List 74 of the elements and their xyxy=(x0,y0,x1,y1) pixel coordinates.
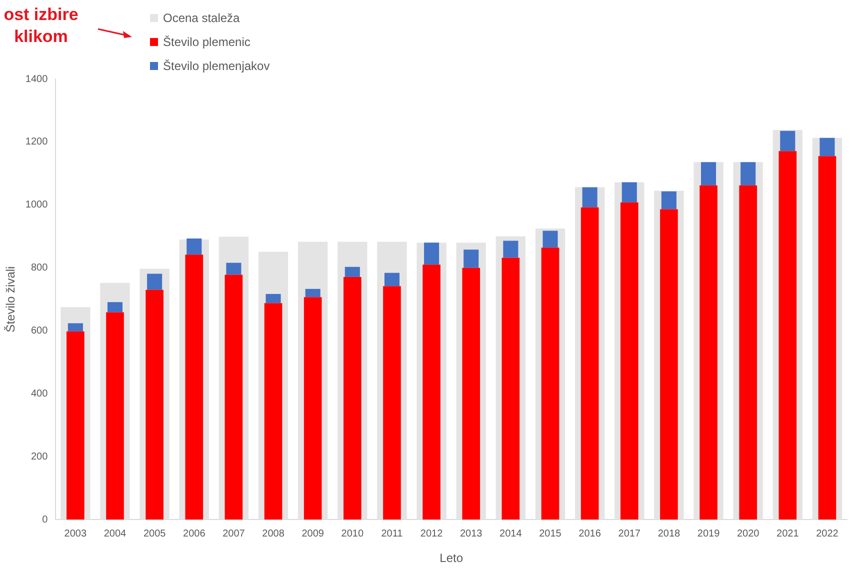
bar xyxy=(503,240,518,258)
x-tick-label: 2016 xyxy=(578,528,602,540)
x-tick-label: 2010 xyxy=(341,528,364,540)
bar xyxy=(304,297,322,520)
x-tick-label: 2018 xyxy=(658,528,681,540)
x-tick-label: 2022 xyxy=(816,528,839,540)
bar xyxy=(422,264,440,520)
legend-label: Ocena staleža xyxy=(163,10,240,27)
bar xyxy=(542,230,558,248)
bar xyxy=(740,162,756,186)
x-tick-label: 2011 xyxy=(381,528,404,540)
y-tick-label: 200 xyxy=(30,451,48,462)
bar xyxy=(464,250,479,268)
x-tick-label: 2017 xyxy=(618,528,641,540)
bar xyxy=(226,262,242,275)
bar xyxy=(818,156,836,520)
x-tick-label: 2015 xyxy=(539,528,562,540)
y-tick-label: 600 xyxy=(30,326,48,337)
x-tick-label: 2014 xyxy=(500,528,522,540)
x-tick-label: 2021 xyxy=(776,528,800,540)
bar xyxy=(820,138,835,156)
x-tick-label: 2019 xyxy=(697,528,720,540)
x-tick-label: 2012 xyxy=(420,528,444,540)
y-axis-title: Število živali xyxy=(4,266,18,332)
bar xyxy=(344,266,360,277)
bar xyxy=(106,312,124,520)
bar xyxy=(147,274,162,290)
x-tick-label: 2005 xyxy=(143,528,166,540)
x-tick-label: 2003 xyxy=(64,528,87,540)
bar xyxy=(502,258,520,520)
x-tick-label: 2006 xyxy=(183,528,206,540)
y-tick-label: 1400 xyxy=(25,74,48,85)
x-axis-title: Leto xyxy=(440,551,464,566)
bar xyxy=(739,185,757,520)
bar xyxy=(224,274,243,520)
bar xyxy=(580,207,599,520)
bar xyxy=(344,276,362,520)
bar xyxy=(383,286,401,520)
bar xyxy=(424,242,440,265)
bar xyxy=(780,130,796,152)
bar xyxy=(620,202,638,520)
bar xyxy=(146,290,164,520)
bar xyxy=(266,294,281,304)
x-tick-label: 2020 xyxy=(736,528,760,540)
legend-label: Število plemenic xyxy=(163,34,250,51)
bar xyxy=(462,268,480,520)
x-tick-label: 2009 xyxy=(302,528,324,540)
x-tick-label: 2013 xyxy=(460,528,483,540)
text: ost izbire klikom xyxy=(2,4,80,48)
bar xyxy=(700,162,716,186)
y-tick-label: 1200 xyxy=(25,136,48,148)
bar xyxy=(185,254,204,520)
x-tick-label: 2007 xyxy=(222,528,246,540)
x-tick-label: 2008 xyxy=(262,528,285,540)
bar xyxy=(660,209,678,520)
bar xyxy=(305,288,320,298)
y-tick-label: 400 xyxy=(30,388,48,400)
x-tick-label: 2004 xyxy=(104,528,127,540)
bar xyxy=(541,248,560,520)
y-tick-label: 1000 xyxy=(25,200,48,211)
bar xyxy=(186,238,202,255)
bar xyxy=(68,323,83,332)
y-tick-label: 0 xyxy=(42,514,48,526)
bar xyxy=(384,272,400,286)
bar xyxy=(107,302,123,312)
bar xyxy=(700,185,718,520)
bar xyxy=(264,303,282,520)
legend-label: Število plemenjakov xyxy=(163,58,270,75)
bar xyxy=(582,187,598,208)
bar xyxy=(661,191,676,210)
bar xyxy=(66,331,84,520)
y-tick-label: 800 xyxy=(30,262,48,274)
bar xyxy=(622,182,637,202)
bar xyxy=(778,151,797,520)
